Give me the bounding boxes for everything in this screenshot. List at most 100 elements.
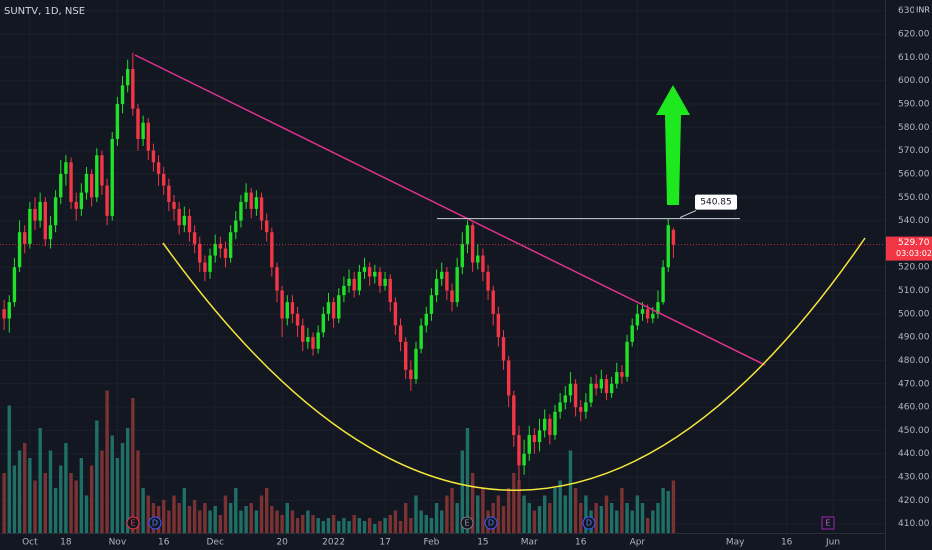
candle-body bbox=[579, 407, 583, 412]
volume-bar bbox=[218, 515, 223, 533]
price-axis-border bbox=[885, 0, 886, 550]
candle-body bbox=[501, 337, 506, 361]
volume-bar bbox=[455, 503, 459, 533]
volume-bar bbox=[656, 503, 660, 533]
candle-body bbox=[373, 271, 377, 277]
candle-body bbox=[424, 313, 428, 326]
candle-body bbox=[450, 290, 454, 303]
volume-bar bbox=[234, 488, 238, 533]
volume-bar bbox=[568, 450, 573, 533]
cup-curve bbox=[162, 237, 866, 491]
event-marker[interactable] bbox=[148, 516, 162, 530]
event-marker[interactable] bbox=[460, 516, 474, 530]
candle-body bbox=[306, 337, 310, 342]
candle-body bbox=[517, 435, 521, 466]
x-tick-label: 20 bbox=[276, 538, 288, 548]
volume-bar bbox=[244, 506, 248, 533]
y-tick-label: 440.00 bbox=[898, 449, 930, 459]
volume-bar bbox=[635, 495, 640, 533]
volume-bar bbox=[33, 480, 37, 533]
candle-body bbox=[398, 325, 403, 342]
x-tick-label: Apr bbox=[630, 538, 646, 548]
candle-body bbox=[491, 290, 495, 314]
x-tick-label: 17 bbox=[379, 538, 390, 548]
event-marker[interactable] bbox=[484, 516, 498, 530]
candle-body bbox=[445, 271, 449, 291]
volume-bar bbox=[383, 518, 387, 533]
volume-bar bbox=[409, 518, 413, 533]
volume-bar bbox=[306, 510, 310, 533]
volume-bar bbox=[105, 390, 109, 533]
candle-body bbox=[120, 85, 125, 104]
event-marker[interactable] bbox=[582, 516, 596, 530]
volume-bar bbox=[414, 495, 418, 533]
candle-body bbox=[378, 271, 382, 286]
candle-body bbox=[630, 325, 634, 342]
volume-bar bbox=[419, 510, 423, 533]
candle-body bbox=[141, 122, 145, 139]
event-marker[interactable] bbox=[126, 516, 140, 530]
volume-bar bbox=[141, 488, 145, 533]
candle-body bbox=[656, 302, 660, 314]
grid bbox=[0, 0, 885, 533]
candle-body bbox=[357, 271, 362, 291]
candle-body bbox=[125, 69, 130, 86]
event-marker[interactable] bbox=[821, 516, 835, 530]
volume-bar bbox=[671, 480, 676, 533]
candle-body bbox=[254, 197, 259, 209]
candle-body bbox=[568, 383, 573, 396]
candle-body bbox=[69, 162, 73, 202]
volume-bar bbox=[239, 510, 243, 533]
candle-body bbox=[167, 185, 171, 202]
candle-body bbox=[162, 173, 166, 186]
volume-bar bbox=[182, 488, 187, 533]
candle-body bbox=[131, 69, 135, 109]
volume-bar bbox=[599, 506, 604, 533]
volume-bar bbox=[522, 495, 526, 533]
volume-bar bbox=[342, 518, 346, 533]
volume-bar bbox=[280, 515, 284, 533]
volume-bar bbox=[275, 510, 279, 533]
volume-bar bbox=[517, 480, 521, 533]
x-tick-label: 18 bbox=[60, 538, 72, 548]
candle-body bbox=[316, 332, 320, 349]
candle-body bbox=[301, 325, 305, 342]
candle-body bbox=[295, 313, 300, 326]
x-tick-label: Mar bbox=[521, 538, 538, 548]
volume-bar bbox=[301, 515, 305, 533]
volume-bar bbox=[424, 515, 428, 533]
volume-bar bbox=[388, 515, 392, 533]
candle-body bbox=[74, 201, 78, 209]
candle-body bbox=[486, 271, 490, 291]
volume-bar bbox=[584, 495, 588, 533]
last-price-box bbox=[886, 236, 932, 261]
candle-body bbox=[388, 278, 392, 303]
candle-body bbox=[352, 278, 356, 291]
volume-bar bbox=[465, 428, 470, 533]
volume-bar bbox=[7, 405, 11, 533]
volume-bar bbox=[476, 495, 480, 533]
candle-body bbox=[208, 255, 212, 272]
currency-box bbox=[914, 3, 932, 17]
y-tick-label: 410.00 bbox=[898, 519, 930, 529]
candle-body bbox=[409, 369, 413, 380]
volume-bar bbox=[640, 503, 645, 533]
level-label-box bbox=[695, 194, 737, 210]
events: E D E D D E bbox=[126, 516, 835, 530]
volume-bar bbox=[563, 495, 567, 533]
volume-bar bbox=[12, 465, 17, 533]
volume-bar bbox=[661, 488, 665, 533]
volume-bar bbox=[470, 473, 475, 533]
candle-body bbox=[532, 435, 537, 443]
candle-body bbox=[537, 430, 542, 443]
candle-body bbox=[527, 435, 531, 454]
y-tick-label: 560.00 bbox=[898, 169, 930, 179]
candle-body bbox=[321, 313, 326, 333]
candle-body bbox=[594, 383, 598, 389]
candle-body bbox=[259, 197, 264, 221]
volume-bar bbox=[512, 473, 516, 533]
volume-bar bbox=[64, 443, 68, 533]
volume-bar bbox=[352, 515, 356, 533]
volume-bar bbox=[373, 524, 377, 533]
volume-bar bbox=[69, 473, 73, 533]
